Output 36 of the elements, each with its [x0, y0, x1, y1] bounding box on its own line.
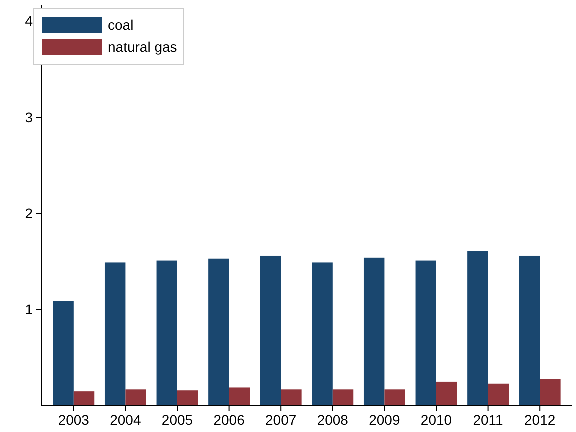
bar — [540, 379, 561, 406]
bar — [281, 390, 302, 406]
x-tick-label: 2010 — [420, 412, 452, 428]
bar — [364, 258, 385, 406]
x-tick-label: 2009 — [369, 412, 400, 428]
bar — [384, 390, 406, 406]
y-tick-label: 3 — [25, 109, 34, 126]
x-tick-label: 2012 — [524, 412, 556, 428]
x-tick-label: 2011 — [473, 412, 504, 428]
bar — [178, 390, 198, 406]
bar — [53, 301, 74, 406]
x-tick-label: 2006 — [214, 412, 246, 428]
bar — [436, 382, 458, 406]
bar — [208, 258, 230, 406]
bar — [104, 262, 126, 406]
bar — [468, 251, 488, 406]
x-tick-label: 2007 — [266, 412, 297, 428]
legend-label: natural gas — [108, 39, 178, 55]
bar — [519, 256, 540, 406]
bar — [126, 390, 146, 406]
y-tick-label: 4 — [25, 13, 34, 30]
bar — [332, 390, 354, 406]
bar — [229, 388, 250, 406]
legend-label: coal — [108, 17, 134, 33]
bar — [488, 384, 510, 406]
bar — [312, 262, 333, 406]
bar — [416, 260, 436, 406]
bar — [74, 392, 95, 406]
x-tick-label: 2005 — [162, 412, 194, 428]
x-tick-label: 2003 — [58, 412, 90, 428]
x-tick-label: 2004 — [110, 412, 142, 428]
x-tick-label: 2008 — [317, 412, 349, 428]
y-tick-label: 1 — [25, 302, 34, 318]
bar — [156, 260, 178, 406]
y-tick-label: 2 — [25, 206, 34, 222]
bar — [260, 256, 282, 406]
